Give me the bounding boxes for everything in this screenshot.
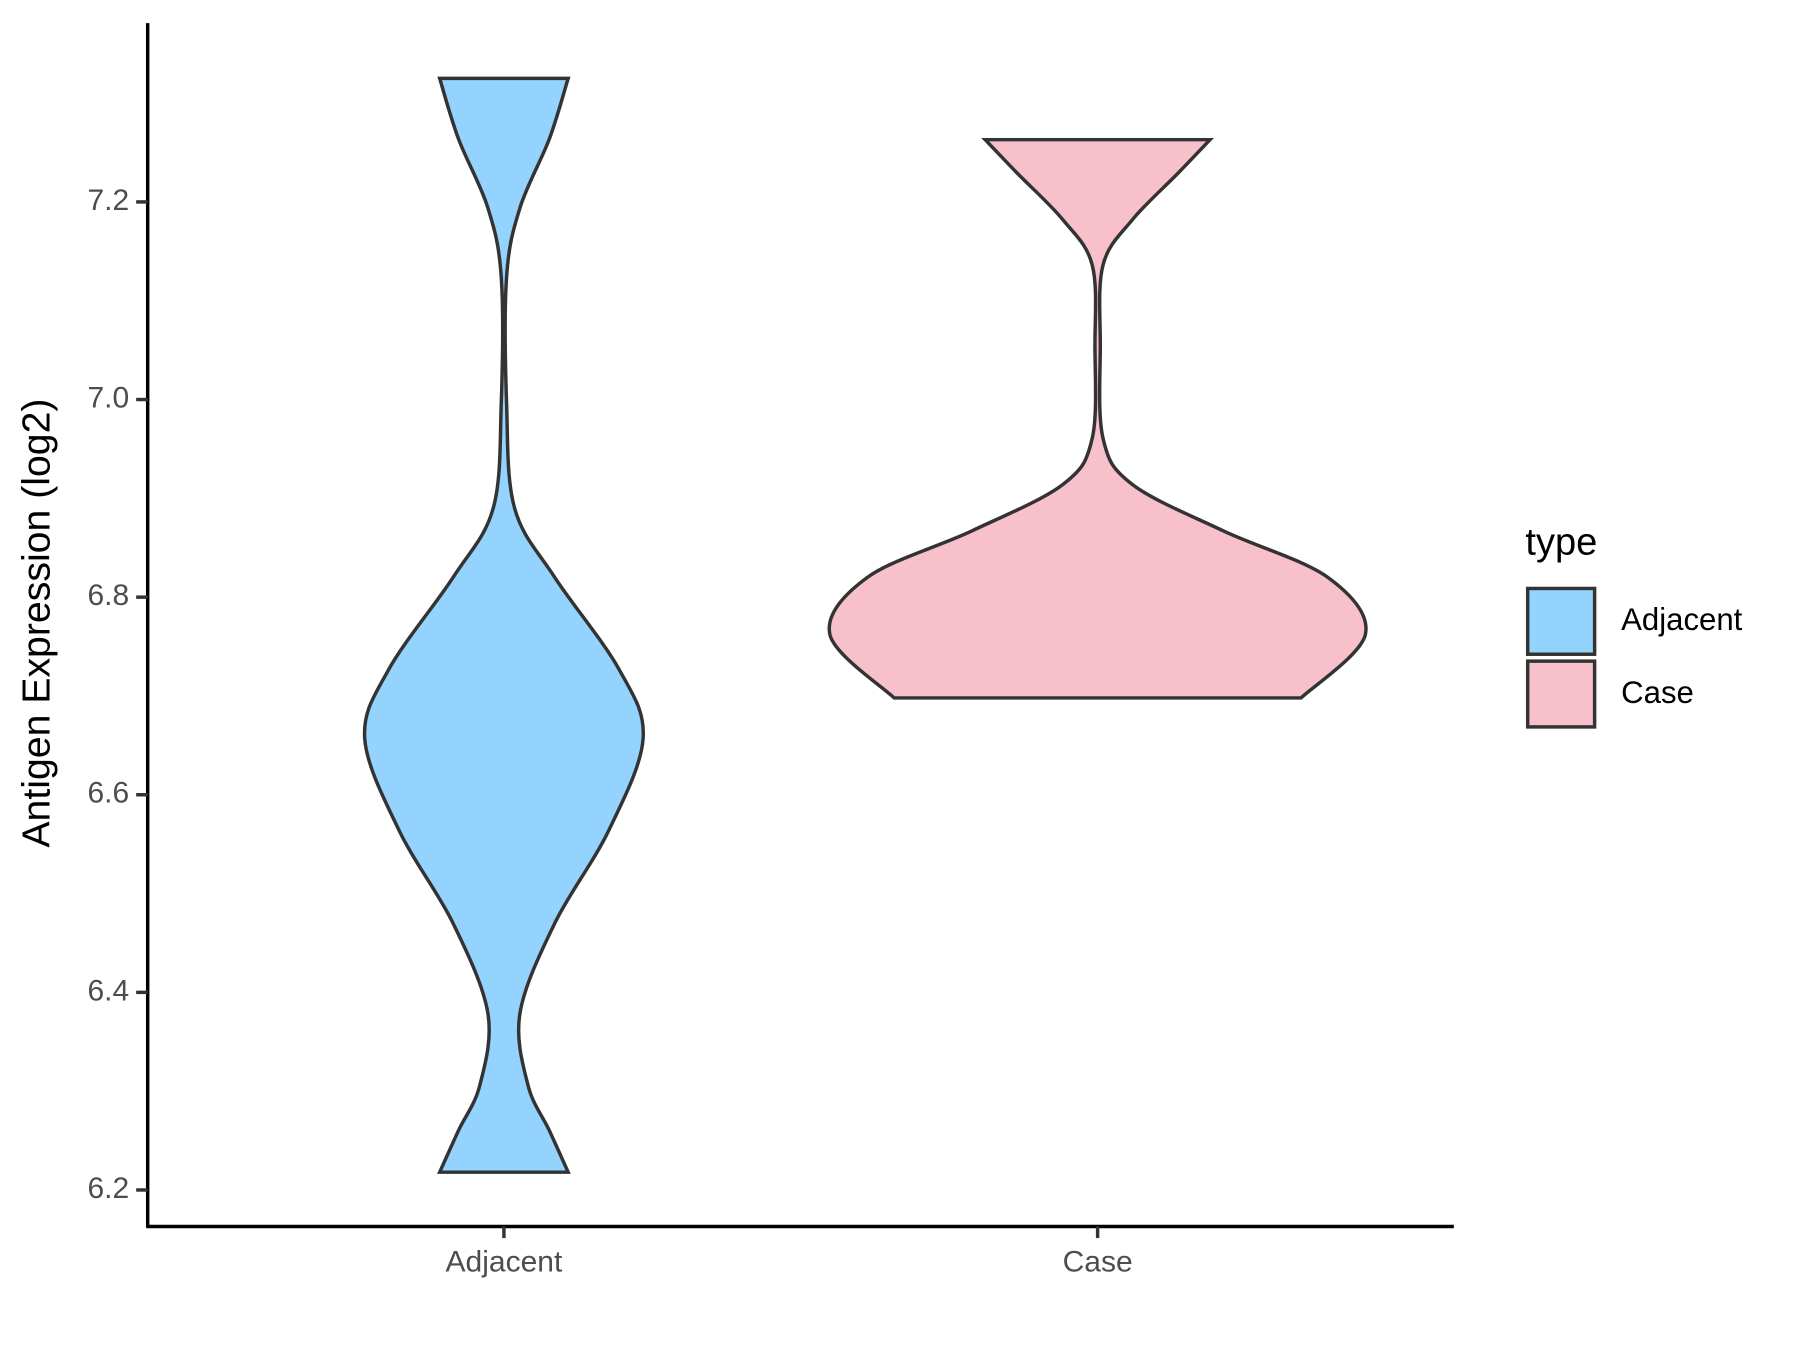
legend-title: type xyxy=(1525,522,1597,564)
y-tick-label: 7.0 xyxy=(88,381,130,414)
y-tick-label: 6.2 xyxy=(88,1172,130,1205)
legend-key xyxy=(1525,586,1597,656)
legend-label: Case xyxy=(1621,675,1694,710)
y-tick-label: 7.2 xyxy=(88,184,130,217)
violin xyxy=(827,137,1368,700)
x-tick-label: Case xyxy=(1063,1245,1133,1278)
y-axis-title: Antigen Expression (log2) xyxy=(15,399,59,848)
violin xyxy=(362,76,645,1174)
legend-label: Adjacent xyxy=(1621,602,1743,637)
x-tick-label: Adjacent xyxy=(446,1245,563,1278)
legend-key xyxy=(1525,659,1597,729)
y-tick-label: 6.8 xyxy=(88,579,130,612)
y-tick-label: 6.6 xyxy=(88,777,130,810)
y-tick-label: 6.4 xyxy=(88,974,130,1007)
